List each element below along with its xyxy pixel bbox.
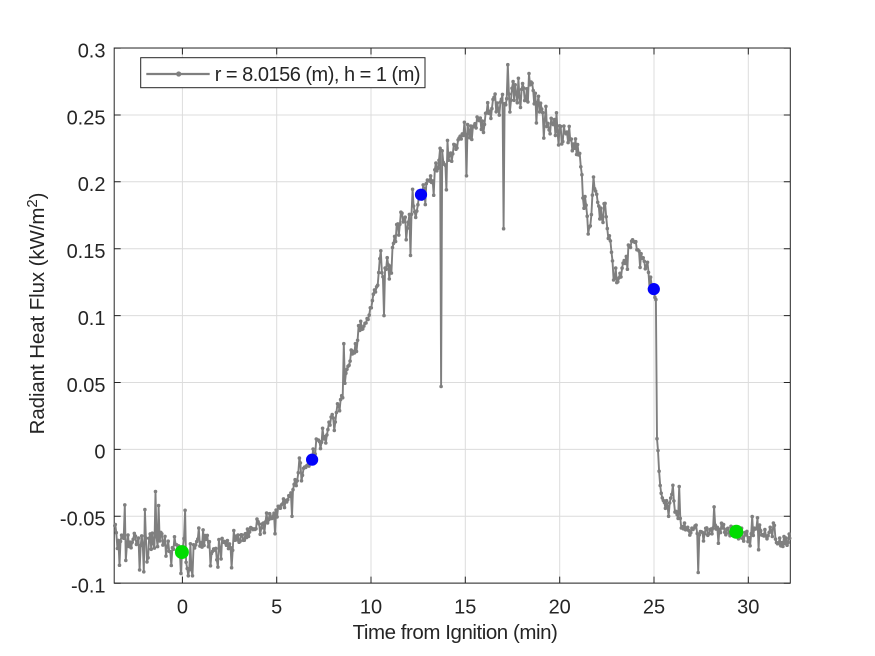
svg-text:20: 20 — [549, 597, 571, 619]
svg-text:0.15: 0.15 — [67, 241, 106, 263]
svg-text:0.3: 0.3 — [78, 40, 106, 62]
svg-text:5: 5 — [271, 597, 282, 619]
svg-text:0.05: 0.05 — [67, 375, 106, 397]
svg-text:0: 0 — [177, 597, 188, 619]
svg-text:10: 10 — [360, 597, 382, 619]
svg-text:0: 0 — [94, 442, 105, 464]
svg-text:30: 30 — [737, 597, 759, 619]
svg-text:0.1: 0.1 — [78, 308, 106, 330]
svg-text:Time from Ignition (min): Time from Ignition (min) — [353, 621, 558, 644]
svg-text:0.2: 0.2 — [78, 174, 106, 196]
svg-text:15: 15 — [454, 597, 476, 619]
svg-text:-0.1: -0.1 — [71, 576, 105, 598]
svg-text:r = 8.0156 (m), h = 1 (m): r = 8.0156 (m), h = 1 (m) — [215, 64, 420, 86]
svg-text:25: 25 — [643, 597, 665, 619]
svg-text:0.25: 0.25 — [67, 107, 106, 129]
svg-text:Radiant Heat Flux (kW/m2): Radiant Heat Flux (kW/m2) — [24, 193, 49, 435]
svg-text:-0.05: -0.05 — [60, 509, 106, 531]
